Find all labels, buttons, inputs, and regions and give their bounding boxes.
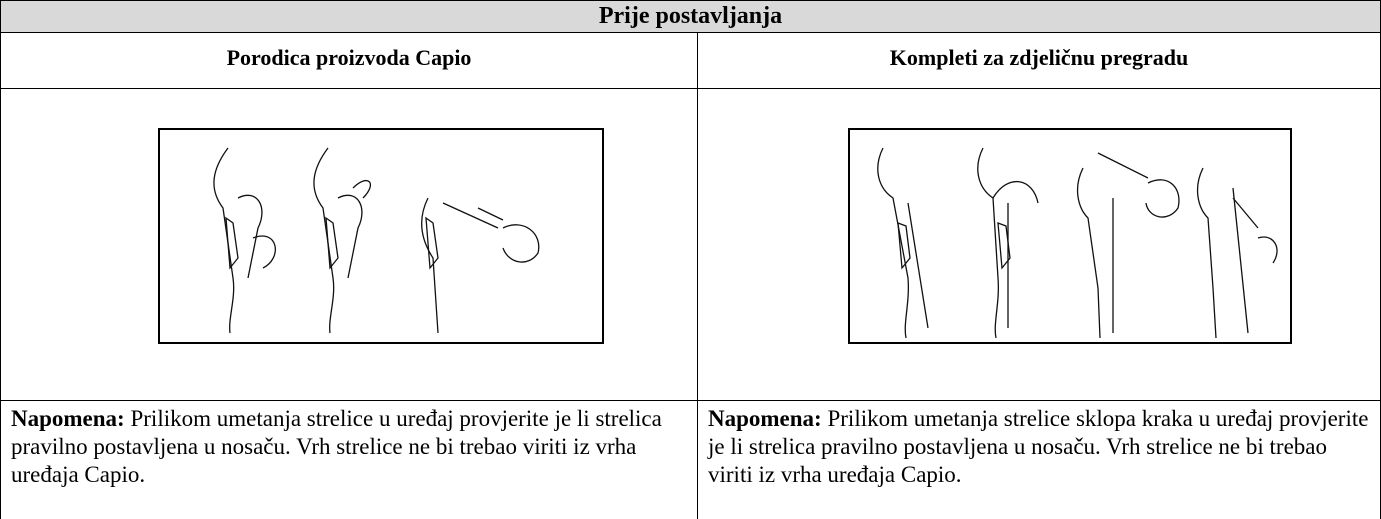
illustration: [158, 128, 604, 344]
table-title: Prije postavljanja: [0, 0, 1381, 33]
note-text: Prilikom umetanja strelice u uređaj prov…: [11, 406, 662, 487]
note-label: Napomena:: [11, 406, 125, 431]
note-text: Prilikom umetanja strelice sklopa kraka …: [708, 406, 1369, 487]
illustration: [848, 128, 1292, 344]
column-heading: Porodica proizvoda Capio: [0, 32, 698, 89]
illustration-cell: [0, 88, 698, 401]
illustration-cell: [697, 88, 1381, 401]
column-heading: Kompleti za zdjeličnu pregradu: [697, 32, 1381, 89]
note: Napomena: Prilikom umetanja strelice u u…: [0, 400, 698, 519]
note-label: Napomena:: [708, 406, 822, 431]
note: Napomena: Prilikom umetanja strelice skl…: [697, 400, 1381, 519]
